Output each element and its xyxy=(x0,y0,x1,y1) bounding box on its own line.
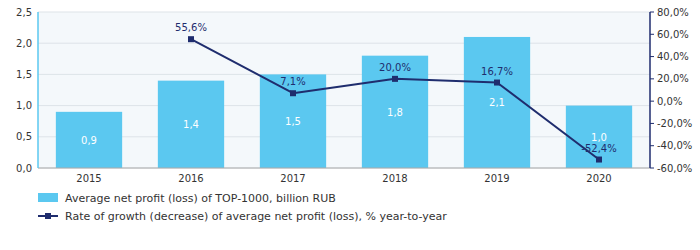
x-tick-label: 2017 xyxy=(280,173,305,184)
x-tick-label: 2019 xyxy=(484,173,509,184)
y-tick-label: 0,0 xyxy=(16,163,32,174)
bar-label: 1,4 xyxy=(183,119,199,130)
bar-label: 1,5 xyxy=(285,116,301,127)
marker xyxy=(392,76,398,82)
line-label: -52,4% xyxy=(581,143,616,154)
x-tick-label: 2015 xyxy=(76,173,101,184)
chart: 0,0 0,5 1,0 1,5 2,0 2,5 -60,0% -40,0% -20,0% 0,0%… xyxy=(0,0,700,250)
line-label: 7,1% xyxy=(280,76,305,87)
y2-tick-label: -40,0% xyxy=(657,140,692,151)
legend-swatch xyxy=(38,193,58,202)
x-tick-label: 2018 xyxy=(382,173,407,184)
bar-label: 1,8 xyxy=(387,107,403,118)
grid-line xyxy=(38,74,650,75)
plot-area xyxy=(38,12,650,168)
marker xyxy=(494,80,500,86)
line-label: 55,6% xyxy=(175,22,207,33)
bar xyxy=(362,56,428,168)
y-axis xyxy=(37,12,39,168)
legend: Average net profit (loss) of TOP-1000, b… xyxy=(38,192,447,223)
bar xyxy=(260,74,326,168)
x-tick-label: 2016 xyxy=(178,173,203,184)
legend-marker xyxy=(45,213,51,219)
grid-line xyxy=(38,136,650,137)
y2-tick-label: 60,0% xyxy=(657,29,689,40)
bar-label: 0,9 xyxy=(81,135,97,146)
bar-label: 1,0 xyxy=(591,132,607,143)
line-label: 16,7% xyxy=(481,66,513,77)
y2-tick-label: 20,0% xyxy=(657,73,689,84)
y2-tick-label: 40,0% xyxy=(657,51,689,62)
y2-tick-label: -60,0% xyxy=(657,163,692,174)
line xyxy=(191,39,599,159)
y-tick-label: 2,5 xyxy=(16,7,32,18)
legend-label: Average net profit (loss) of TOP-1000, b… xyxy=(65,192,336,205)
marker xyxy=(596,157,602,163)
bar xyxy=(566,106,632,168)
bar xyxy=(464,37,530,168)
x-axis xyxy=(38,168,650,169)
marks xyxy=(56,36,632,168)
bar-label: 2,1 xyxy=(489,97,505,108)
y-tick-label: 2,0 xyxy=(16,38,32,49)
marker xyxy=(188,36,194,42)
bar xyxy=(158,81,224,168)
y2-axis xyxy=(649,12,651,168)
y2-tick-label: -20,0% xyxy=(657,118,692,129)
legend-label: Rate of growth (decrease) of average net… xyxy=(65,210,447,223)
grid-line xyxy=(38,12,650,13)
grid-line xyxy=(38,168,650,169)
bar xyxy=(56,112,122,168)
y2-tick-label: 80,0% xyxy=(657,7,689,18)
y-tick-label: 0,5 xyxy=(16,131,32,142)
marker xyxy=(290,90,296,96)
grid-line xyxy=(38,105,650,106)
y2-tick-label: 0,0% xyxy=(657,96,682,107)
x-tick-label: 2020 xyxy=(586,173,611,184)
y-tick-label: 1,0 xyxy=(16,100,32,111)
data-labels: 0,9 1,4 1,5 1,8 2,1 1,0 55,6% 7,1% 20,0% 16,7% -52… xyxy=(81,22,617,153)
grid-line xyxy=(38,43,650,44)
line-label: 20,0% xyxy=(379,62,411,73)
y-tick-label: 1,5 xyxy=(16,69,32,80)
